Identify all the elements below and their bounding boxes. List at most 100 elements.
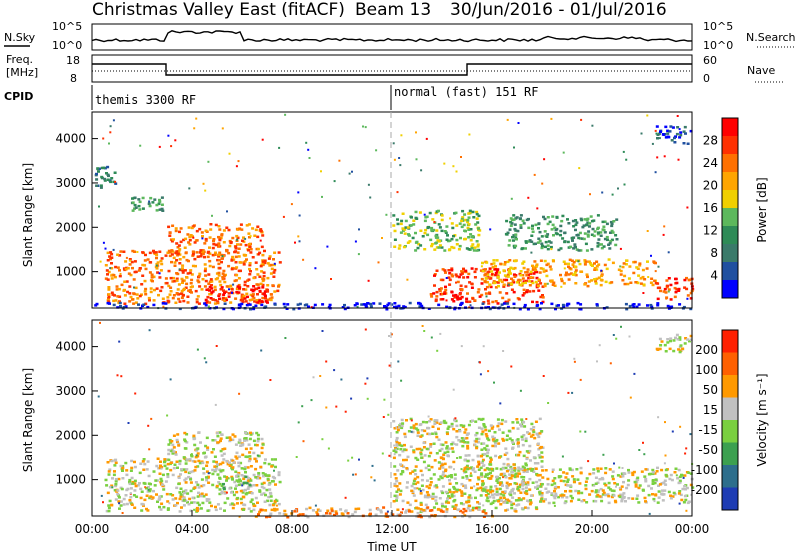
power-cell <box>428 211 432 215</box>
velocity-cell <box>564 483 568 487</box>
power-cell <box>602 245 606 248</box>
power-cell <box>460 217 464 221</box>
velocity-cell <box>608 488 612 491</box>
power-cell <box>153 252 157 255</box>
velocity-cell <box>517 453 521 457</box>
velocity-cell <box>393 482 397 486</box>
power-cell <box>553 284 557 287</box>
velocity-cell <box>407 508 411 512</box>
power-cell <box>200 231 204 234</box>
velocity-cell <box>384 512 388 515</box>
power-cell <box>226 210 228 213</box>
power-cell <box>155 253 159 257</box>
power-cell <box>174 229 178 233</box>
power-cell <box>469 228 473 231</box>
velocity-cell <box>494 506 498 510</box>
velocity-cell <box>160 502 164 505</box>
velocity-cell <box>405 467 409 470</box>
velocity-cell <box>656 501 660 504</box>
noise-left-label: N.Sky <box>4 31 36 44</box>
velocity-cell <box>216 473 220 476</box>
velocity-cell <box>252 473 256 477</box>
power-cell <box>320 170 322 173</box>
velocity-cell <box>559 479 563 483</box>
velocity-cell <box>268 503 272 507</box>
freq-tick-bottom: 8 <box>70 72 77 85</box>
power-cell <box>606 238 609 242</box>
velocity-cell <box>433 459 437 462</box>
power-cell <box>207 273 211 276</box>
power-cell <box>608 242 612 245</box>
power-cell <box>201 278 205 281</box>
velocity-cell <box>604 467 608 470</box>
velocity-cell <box>196 348 199 351</box>
velocity-cell <box>174 497 178 500</box>
velocity-cell <box>452 485 456 489</box>
velocity-cell <box>163 464 167 468</box>
power-cell <box>460 156 462 158</box>
velocity-cell <box>500 422 504 426</box>
velocity-cell <box>598 495 602 498</box>
power-cell <box>333 180 336 183</box>
power-cell <box>466 226 470 230</box>
velocity-cell <box>154 479 158 482</box>
velocity-cell <box>523 425 527 428</box>
velocity-cell <box>392 500 396 503</box>
velocity-cell <box>493 431 497 434</box>
velocity-cell <box>295 456 298 458</box>
velocity-cell <box>602 453 605 456</box>
freq-label-2: [MHz] <box>6 66 38 79</box>
power-cell <box>430 242 434 246</box>
velocity-cell <box>413 469 417 472</box>
velocity-cell <box>496 481 500 484</box>
velocity-cell <box>587 460 590 463</box>
velocity-cell <box>396 469 400 472</box>
velocity-cell <box>194 481 198 484</box>
velocity-cell <box>524 486 528 489</box>
velocity-cell <box>369 512 372 516</box>
power-cell <box>415 158 418 161</box>
power-cell <box>568 266 572 270</box>
power-cell <box>689 129 693 133</box>
velocity-cell <box>529 499 532 502</box>
velocity-cell <box>269 512 273 515</box>
power-cell <box>261 138 264 141</box>
velocity-cell <box>678 350 682 354</box>
velocity-cell <box>277 471 281 474</box>
velocity-cell <box>392 420 396 423</box>
power-cell <box>181 281 184 284</box>
velocity-cell <box>486 489 490 492</box>
power-cell <box>214 277 218 281</box>
velocity-cell <box>160 479 164 483</box>
velocity-cell <box>260 446 264 450</box>
velocity-cell <box>268 515 272 518</box>
velocity-cell <box>477 478 481 481</box>
power-cell <box>480 277 484 281</box>
power-cell <box>220 253 224 257</box>
velocity-cell <box>414 499 418 503</box>
power-cell <box>537 278 541 281</box>
power-cell <box>94 304 98 307</box>
velocity-colorbar-segment <box>722 487 738 510</box>
velocity-cell <box>464 458 467 461</box>
power-cell <box>164 302 168 305</box>
power-colorbar-frame <box>721 117 739 299</box>
power-colorbar-tick: 20 <box>703 179 718 193</box>
velocity-cell <box>247 476 250 480</box>
velocity-cell <box>192 437 196 441</box>
velocity-cell <box>510 503 514 507</box>
velocity-cell <box>418 447 422 451</box>
power-cell <box>253 300 257 303</box>
velocity-cell <box>325 512 328 515</box>
velocity-cell <box>192 501 196 504</box>
velocity-cell <box>491 435 495 438</box>
power-cell <box>510 277 513 280</box>
velocity-cell <box>541 469 545 472</box>
power-cell <box>110 256 114 259</box>
velocity-cell <box>530 422 534 426</box>
power-cell <box>548 220 552 224</box>
power-cell <box>596 232 600 236</box>
power-cell <box>433 274 436 277</box>
velocity-cell <box>462 507 466 511</box>
